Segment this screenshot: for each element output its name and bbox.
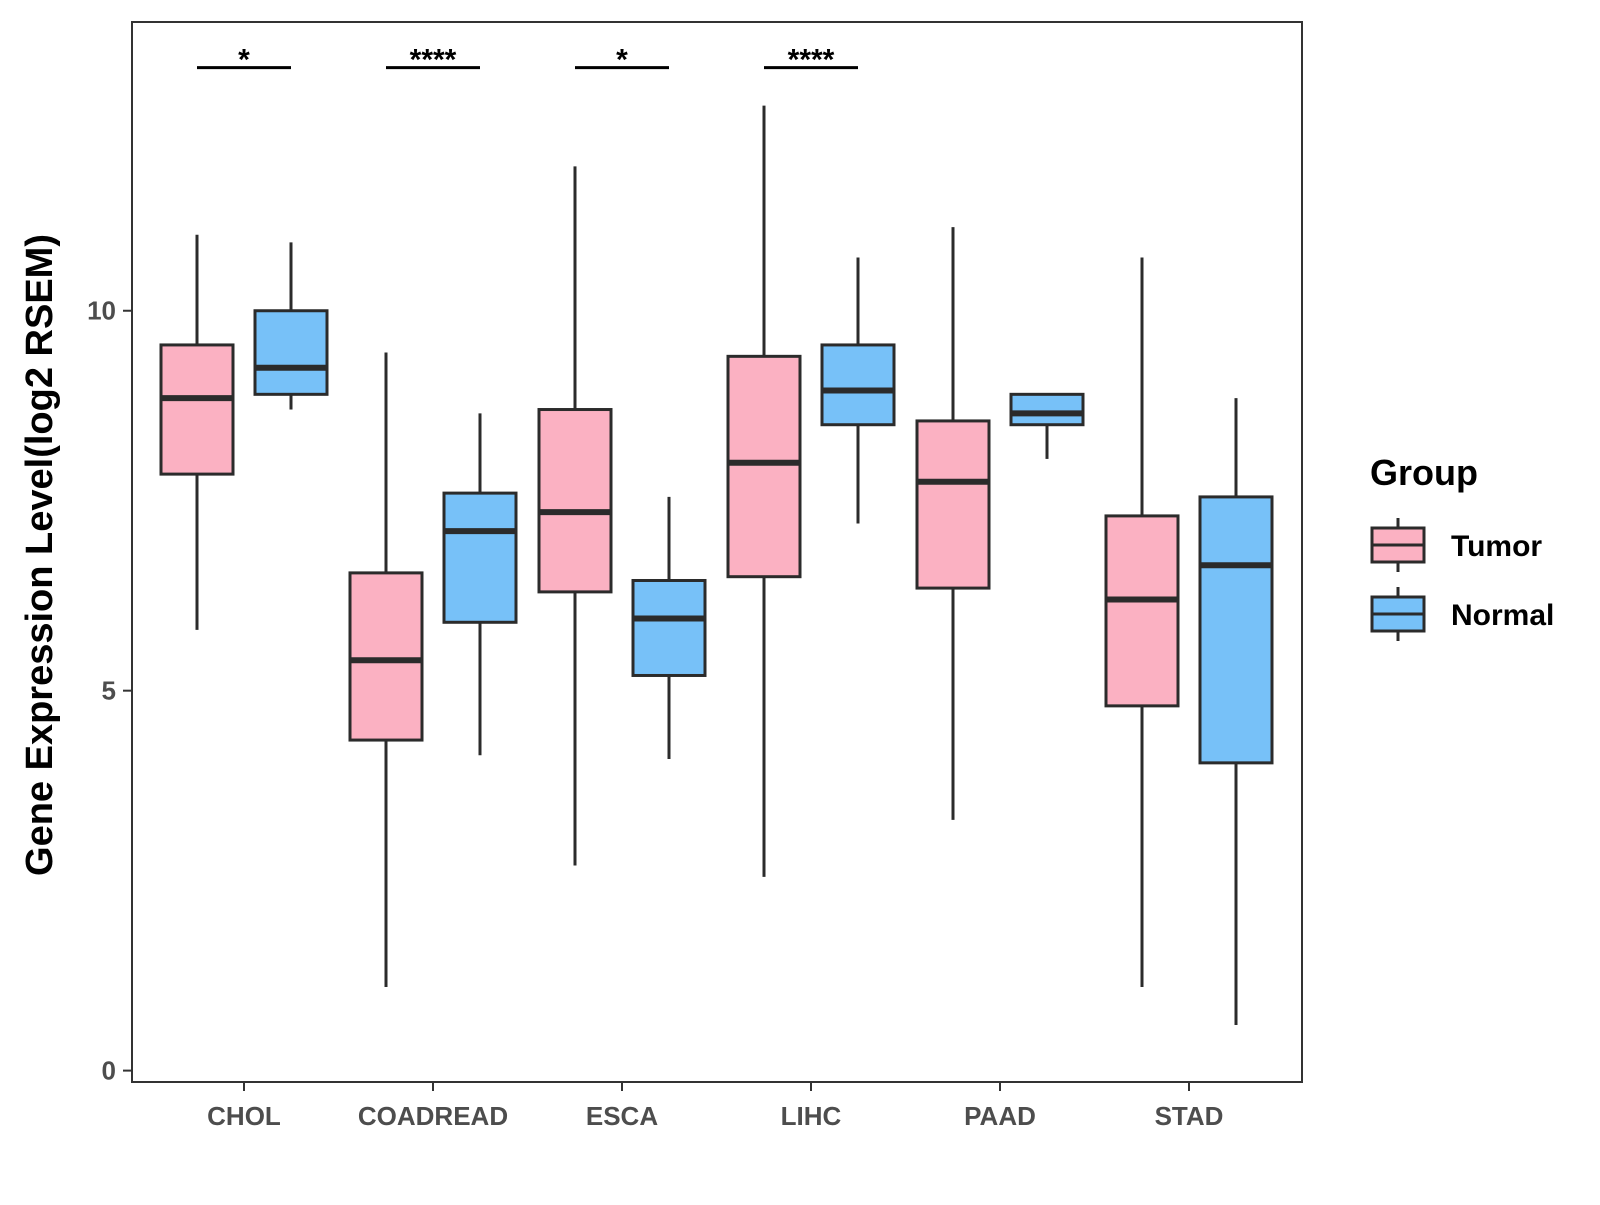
legend-label: Tumor bbox=[1451, 530, 1542, 563]
box-iqr bbox=[1104, 514, 1180, 708]
significance-label: * bbox=[616, 44, 628, 77]
x-tick-label: STAD bbox=[1155, 1101, 1224, 1131]
significance-esca: * bbox=[575, 44, 669, 77]
box-iqr bbox=[253, 309, 329, 396]
box-iqr bbox=[726, 354, 802, 579]
box-iqr bbox=[1009, 392, 1085, 427]
significance-lihc: **** bbox=[764, 44, 858, 77]
box-iqr bbox=[442, 491, 518, 624]
y-tick-label: 5 bbox=[102, 676, 116, 706]
y-tick-label: 0 bbox=[102, 1056, 116, 1086]
legend: Group Tumor Normal bbox=[1370, 452, 1554, 641]
box-iqr bbox=[537, 408, 613, 594]
x-tick-label: CHOL bbox=[207, 1101, 281, 1131]
box-normal-paad bbox=[1009, 392, 1085, 459]
x-tick-label: LIHC bbox=[781, 1101, 842, 1131]
box-iqr bbox=[631, 578, 707, 677]
box-iqr bbox=[348, 571, 424, 742]
legend-title: Group bbox=[1370, 452, 1478, 493]
box-normal-esca bbox=[631, 496, 707, 760]
box-tumor-stad bbox=[1104, 257, 1180, 988]
legend-entry-tumor: Tumor bbox=[1370, 518, 1542, 572]
box-normal-coadread bbox=[442, 413, 518, 756]
x-tick-label: PAAD bbox=[964, 1101, 1036, 1131]
legend-entry-normal: Normal bbox=[1370, 587, 1554, 641]
box-iqr bbox=[820, 343, 896, 427]
significance-label: **** bbox=[410, 44, 457, 77]
box-normal-chol bbox=[253, 242, 329, 410]
significance-label: * bbox=[238, 44, 250, 77]
box-tumor-coadread bbox=[348, 352, 424, 988]
box-normal-lihc bbox=[820, 257, 896, 524]
plot-panel-border bbox=[131, 21, 1303, 1083]
box-normal-stad bbox=[1198, 398, 1274, 1026]
significance-coadread: **** bbox=[386, 44, 480, 77]
x-tick-label: COADREAD bbox=[358, 1101, 508, 1131]
box-iqr bbox=[159, 343, 235, 476]
box-tumor-esca bbox=[537, 166, 613, 866]
box-iqr bbox=[915, 419, 991, 590]
plot-layer: * **** * **** bbox=[159, 44, 1274, 1026]
box-iqr bbox=[1198, 495, 1274, 765]
significance-chol: * bbox=[197, 44, 291, 77]
y-tick-label: 10 bbox=[87, 296, 116, 326]
box-tumor-chol bbox=[159, 234, 235, 630]
significance-label: **** bbox=[788, 44, 835, 77]
x-tick-label: ESCA bbox=[586, 1101, 658, 1131]
box-tumor-lihc bbox=[726, 105, 802, 877]
y-axis-title: Gene Expression Level(log2 RSEM) bbox=[19, 234, 61, 876]
legend-label: Normal bbox=[1451, 599, 1554, 632]
box-tumor-paad bbox=[915, 227, 991, 820]
axis-layer: 0 5 10 CHOL COADREAD ESCA LIHC PAAD STAD bbox=[87, 21, 1303, 1131]
